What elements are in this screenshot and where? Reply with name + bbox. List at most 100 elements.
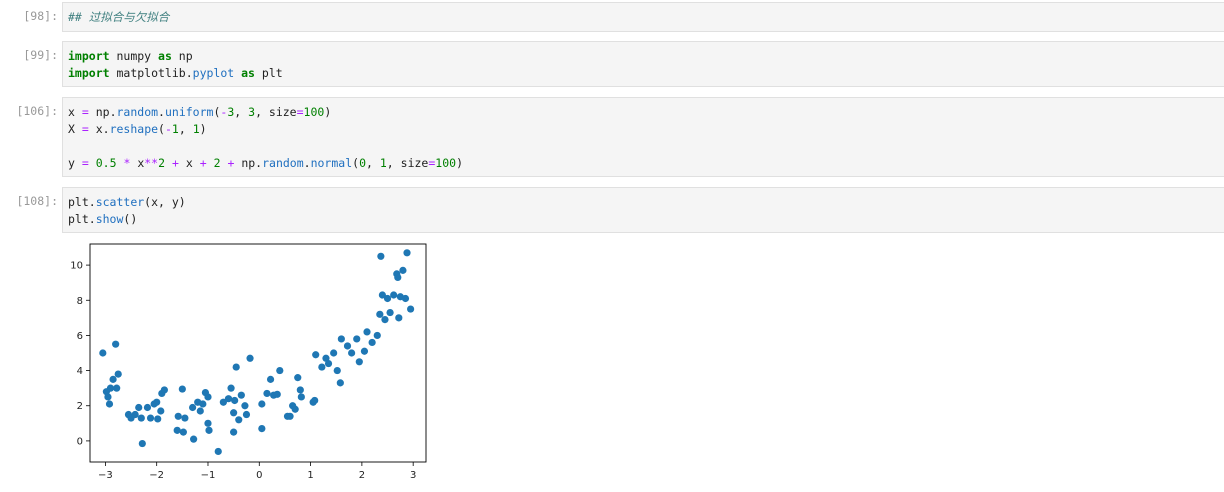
scatter-point [377, 252, 385, 260]
scatter-point [401, 294, 410, 303]
code-line: import numpy as np [68, 49, 193, 63]
y-tick-label: 6 [77, 331, 83, 342]
scatter-point [204, 419, 212, 427]
x-tick-label: −1 [201, 470, 216, 481]
scatter-point [312, 351, 320, 359]
code-cell[interactable]: [108]: plt.scatter(x, y) plt.show() [0, 187, 1224, 233]
scatter-plot-output: −3 −2 −1 0 1 2 3 0 2 4 6 8 10 [60, 238, 440, 492]
scatter-point [179, 428, 187, 436]
scatter-point [154, 415, 162, 423]
scatter-point [297, 393, 305, 401]
scatter-point [394, 273, 402, 282]
cell-prompt: [99]: [23, 48, 58, 62]
scatter-point [266, 375, 275, 383]
cell-input-area[interactable]: import numpy as np import matplotlib.pyp… [62, 41, 1224, 87]
scatter-point [199, 400, 207, 408]
scatter-point [153, 398, 161, 406]
scatter-point [204, 393, 212, 401]
scatter-point [378, 291, 386, 299]
y-tick-label: 2 [77, 401, 83, 412]
cell-input-area[interactable]: plt.scatter(x, y) plt.show() [62, 187, 1224, 233]
scatter-point [294, 374, 302, 382]
x-tick-label: 0 [256, 470, 262, 481]
scatter-point [258, 424, 266, 433]
scatter-point [407, 305, 415, 313]
scatter-point [196, 407, 204, 415]
scatter-point [343, 342, 352, 350]
scatter-point [241, 402, 249, 410]
code-line: X = x.reshape(-1, 1) [68, 122, 207, 136]
code-cell[interactable]: [99]: import numpy as np import matplotl… [0, 41, 1224, 87]
scatter-point [157, 407, 165, 415]
y-tick-label: 0 [77, 436, 83, 447]
y-tick-label: 10 [70, 261, 83, 272]
x-tick-label: 1 [307, 470, 313, 481]
scatter-point [230, 428, 238, 436]
scatter-point [190, 435, 198, 443]
scatter-point [286, 412, 294, 420]
code-line: import matplotlib.pyplot as plt [68, 66, 283, 80]
scatter-point [348, 349, 356, 357]
plot-frame [89, 243, 427, 463]
scatter-point [214, 447, 222, 456]
scatter-point [291, 405, 299, 413]
code-line: plt.scatter(x, y) [68, 195, 186, 209]
scatter-point [230, 409, 238, 417]
scatter-point [173, 426, 181, 434]
y-tick-label: 4 [77, 366, 83, 377]
cell-input-area[interactable]: ## 过拟合与欠拟合 [62, 2, 1224, 32]
scatter-point [368, 338, 376, 347]
scatter-point [131, 410, 139, 419]
scatter-point [273, 390, 281, 398]
code-cell[interactable]: [106]: x = np.random.uniform(-3, 3, size… [0, 97, 1224, 177]
scatter-point [376, 310, 384, 318]
scatter-point [333, 366, 341, 375]
scatter-point [383, 294, 392, 303]
x-tick-label: 2 [359, 470, 365, 481]
scatter-point [137, 414, 145, 422]
scatter-point [219, 398, 227, 406]
scatter-point [104, 393, 112, 401]
scatter-point [178, 385, 186, 393]
scatter-point [109, 375, 117, 383]
scatter-point [403, 249, 411, 257]
scatter-point [296, 386, 304, 394]
scatter-point [105, 400, 114, 408]
scatter-point [146, 414, 155, 422]
scatter-point [337, 335, 345, 343]
cell-input-area[interactable]: x = np.random.uniform(-3, 3, size=100) X… [62, 97, 1224, 177]
x-tick-label: −3 [98, 470, 113, 481]
scatter-point [336, 379, 344, 387]
scatter-point [112, 340, 120, 348]
scatter-point [242, 410, 251, 419]
scatter-point [353, 335, 361, 343]
scatter-point [114, 370, 122, 378]
cell-prompt: [98]: [23, 9, 58, 23]
scatter-point [399, 266, 407, 274]
scatter-point [246, 354, 254, 362]
code-line: x = np.random.uniform(-3, 3, size=100) [68, 105, 332, 119]
scatter-point [237, 391, 245, 399]
scatter-point [181, 414, 189, 422]
y-tick-label: 8 [77, 296, 83, 307]
scatter-point [324, 359, 333, 368]
scatter-point [363, 328, 371, 336]
markdown-cell[interactable]: [98]: ## 过拟合与欠拟合 [0, 2, 1224, 32]
scatter-point [373, 331, 381, 340]
scatter-point [160, 386, 168, 394]
scatter-point [258, 400, 266, 408]
scatter-point [99, 349, 107, 357]
scatter-point [386, 308, 394, 317]
scatter-point [276, 366, 284, 375]
scatter-point [318, 363, 326, 371]
scatter-point [143, 403, 152, 412]
scatter-point [231, 396, 239, 405]
scatter-chart: −3 −2 −1 0 1 2 3 0 2 4 6 8 10 [70, 243, 427, 481]
code-line: y = 0.5 * x**2 + x + 2 + np.random.norma… [68, 156, 463, 170]
scatter-point [390, 291, 398, 299]
scatter-point [106, 384, 115, 392]
cell-prompt: [108]: [16, 194, 58, 208]
markdown-heading: ## 过拟合与欠拟合 [68, 10, 170, 24]
x-tick-label: −2 [149, 470, 164, 481]
